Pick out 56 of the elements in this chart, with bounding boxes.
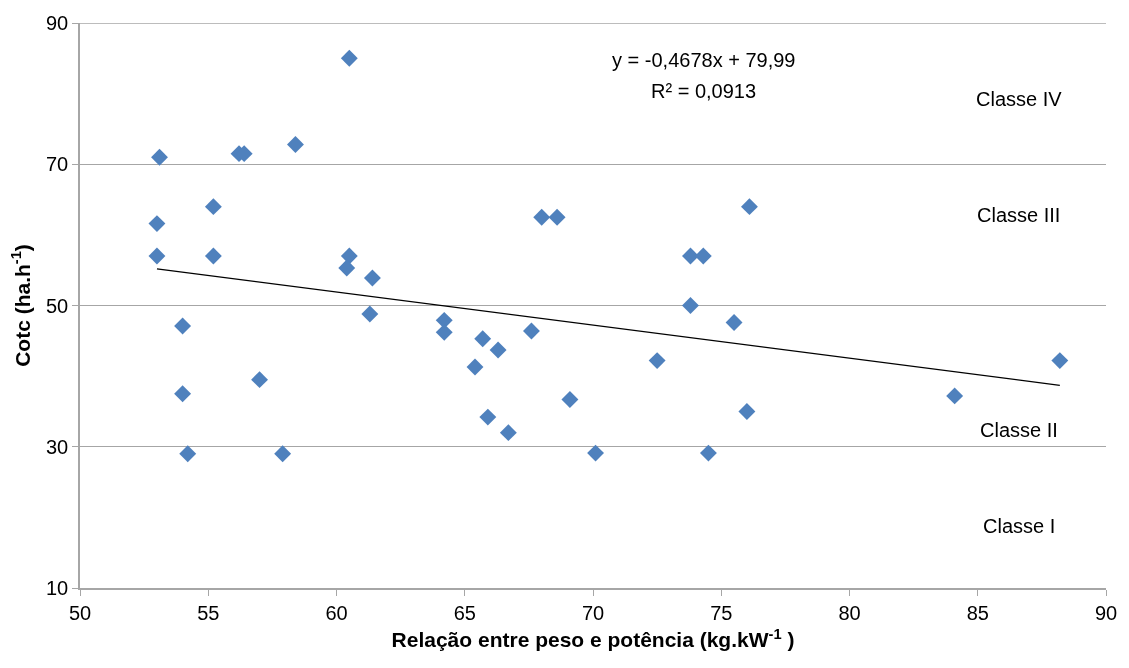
y-tick-label: 90 <box>46 12 69 34</box>
point <box>363 269 381 287</box>
point <box>522 322 540 340</box>
x-tick-label: 90 <box>1094 601 1118 624</box>
point <box>338 259 356 277</box>
point <box>474 330 492 348</box>
annotation: Classe IV <box>976 88 1063 110</box>
point <box>489 341 507 359</box>
point <box>274 445 292 463</box>
x-tick-label: 80 <box>838 601 861 624</box>
y-tick-label: 70 <box>46 153 69 176</box>
annotation: Classe III <box>977 204 1061 226</box>
annotation: Classe II <box>980 419 1058 441</box>
point <box>174 385 192 403</box>
point <box>561 390 579 408</box>
x-tick-label: 75 <box>710 601 733 624</box>
point <box>699 444 717 462</box>
point <box>533 208 551 226</box>
y-tick-label: 30 <box>46 435 69 458</box>
point <box>148 247 166 265</box>
point <box>151 148 168 166</box>
point <box>466 358 484 376</box>
y-tick-label: 50 <box>46 294 69 317</box>
point <box>148 215 166 233</box>
point <box>204 247 222 265</box>
point <box>174 317 192 335</box>
x-tick-label: 70 <box>581 601 605 624</box>
point <box>287 136 304 153</box>
point <box>340 247 358 265</box>
point <box>499 424 517 442</box>
x-tick-label: 60 <box>325 601 348 624</box>
point <box>738 402 756 420</box>
point <box>682 297 699 314</box>
x-tick-label: 55 <box>197 601 220 624</box>
point <box>741 198 758 216</box>
point <box>648 352 666 370</box>
point <box>179 445 197 463</box>
x-axis-title: Relação entre peso e potência (kg.kW$^{-1}$ ) <box>391 625 795 652</box>
annotation: R² = 0,0913 <box>651 80 757 102</box>
annotation: y = -0,4678x + 79,99 <box>612 49 796 71</box>
point <box>479 408 497 426</box>
x-tick-label: 85 <box>966 601 989 624</box>
point <box>725 314 743 331</box>
point <box>251 371 268 389</box>
point <box>548 208 566 226</box>
point <box>682 247 699 265</box>
annotation: Classe I <box>983 515 1056 537</box>
point <box>340 49 358 67</box>
x-tick-label: 50 <box>68 601 92 624</box>
point <box>361 305 379 323</box>
point <box>587 444 605 462</box>
point <box>946 387 964 405</box>
point <box>204 198 222 216</box>
point <box>1051 352 1069 370</box>
x-tick-label: 65 <box>453 601 476 624</box>
y-tick-label: 10 <box>46 577 69 599</box>
